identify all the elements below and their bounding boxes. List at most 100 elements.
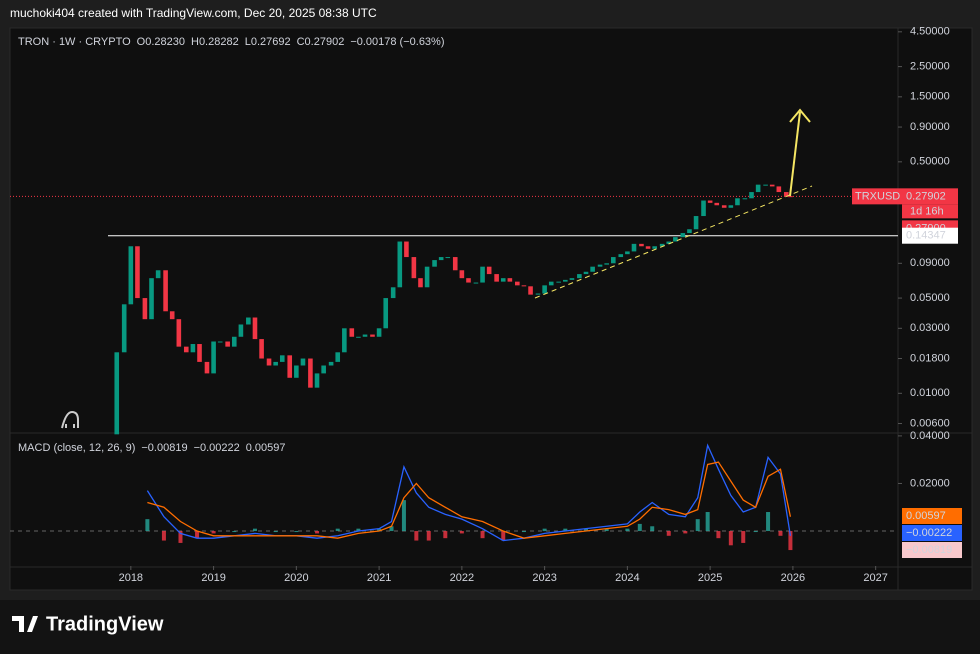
candle bbox=[693, 216, 699, 230]
candle bbox=[314, 373, 320, 388]
candle bbox=[342, 328, 347, 353]
candle bbox=[569, 278, 575, 280]
histogram-bar bbox=[294, 531, 299, 533]
trendline bbox=[534, 185, 813, 299]
histogram-bar bbox=[389, 526, 394, 532]
ohlc-label: H bbox=[191, 36, 199, 48]
x-tick-label: 2024 bbox=[615, 572, 639, 584]
candle bbox=[266, 358, 272, 366]
histogram-bar bbox=[377, 528, 382, 532]
candle bbox=[639, 243, 644, 247]
macd-title: MACD (close, 12, 26, 9) bbox=[18, 442, 135, 454]
candle bbox=[542, 285, 547, 294]
histogram-bar bbox=[252, 528, 257, 532]
candle bbox=[197, 344, 202, 362]
y-tick-label: 2.50000 bbox=[910, 61, 950, 73]
ohlc-value: 0.27902 bbox=[305, 36, 345, 48]
candle bbox=[604, 263, 609, 265]
candle bbox=[190, 344, 196, 353]
x-tick-label: 2022 bbox=[450, 572, 474, 584]
candle bbox=[273, 361, 278, 366]
candle bbox=[362, 334, 368, 337]
histogram-bar bbox=[315, 531, 320, 534]
logo bbox=[12, 616, 38, 632]
candle bbox=[135, 246, 140, 299]
candle bbox=[714, 202, 720, 206]
histogram-bar bbox=[426, 531, 431, 541]
macd-legend-value: −0.00222 bbox=[194, 442, 240, 454]
candle bbox=[383, 298, 389, 329]
histogram-bar bbox=[650, 526, 655, 532]
histogram-bar bbox=[741, 531, 746, 543]
x-tick-label: 2018 bbox=[119, 572, 143, 584]
histogram-bar bbox=[273, 531, 278, 533]
histogram-bar bbox=[788, 531, 793, 551]
histogram-bar bbox=[604, 528, 609, 532]
candle bbox=[652, 246, 657, 249]
plot: 4.50000 2.50000 1.50000 0.90000 0.50000 0.090… bbox=[10, 26, 962, 584]
price-badge bbox=[902, 525, 962, 541]
dino-icon bbox=[61, 410, 79, 429]
histogram-bar bbox=[480, 531, 485, 539]
candle bbox=[114, 352, 120, 435]
candle bbox=[424, 266, 430, 288]
candle bbox=[155, 270, 161, 279]
candle bbox=[645, 246, 651, 249]
legend: TRON · 1W · CRYPTO O 0.28230 H 0.28282 L 0.276… bbox=[18, 36, 445, 454]
y-tick-label: 0.05000 bbox=[910, 292, 950, 304]
ohlc-label: O bbox=[137, 36, 146, 48]
candle bbox=[397, 241, 403, 288]
candle bbox=[563, 279, 568, 282]
countdown-text: 1d 16h bbox=[910, 205, 944, 217]
ohlc-value: 0.27692 bbox=[251, 36, 291, 48]
histogram-bar bbox=[728, 531, 733, 546]
candle bbox=[735, 198, 740, 206]
y-tick-label: 0.03000 bbox=[910, 322, 950, 334]
candle bbox=[590, 266, 595, 272]
candle bbox=[335, 352, 341, 362]
histogram-bar bbox=[195, 531, 200, 539]
candle bbox=[535, 293, 541, 295]
candle bbox=[528, 286, 533, 295]
header: muchoki404 created with TradingView.com,… bbox=[10, 6, 377, 20]
candle bbox=[294, 365, 299, 378]
candle bbox=[121, 304, 127, 353]
candle bbox=[217, 341, 223, 343]
macd-line bbox=[146, 443, 792, 542]
candle bbox=[246, 317, 251, 325]
candle bbox=[666, 241, 672, 244]
candle bbox=[625, 251, 630, 255]
candle bbox=[279, 355, 285, 362]
candle bbox=[328, 361, 334, 366]
candle bbox=[680, 233, 686, 238]
histogram-bar bbox=[501, 531, 506, 541]
candle bbox=[252, 317, 258, 340]
candle bbox=[225, 341, 230, 347]
candle bbox=[769, 184, 775, 187]
price-badge-text: 0.14347 bbox=[906, 230, 946, 242]
macd-line bbox=[147, 461, 792, 539]
candle bbox=[149, 278, 154, 320]
candle bbox=[521, 285, 527, 287]
y-tick-label: 4.50000 bbox=[910, 26, 950, 38]
candle bbox=[390, 287, 396, 299]
histogram-bar bbox=[584, 528, 588, 532]
candle bbox=[687, 229, 692, 234]
candle bbox=[494, 274, 499, 282]
candle bbox=[404, 241, 409, 258]
candle bbox=[438, 257, 444, 261]
x-tick-label: 2021 bbox=[367, 572, 391, 584]
y-tick-label: 1.50000 bbox=[910, 91, 950, 103]
candle bbox=[515, 281, 520, 286]
y-tick-label: 0.50000 bbox=[910, 156, 950, 168]
candle bbox=[673, 237, 678, 242]
price-badge bbox=[902, 542, 962, 558]
y-tick-label: 0.01800 bbox=[910, 352, 950, 364]
candle bbox=[163, 270, 168, 312]
histogram-bar bbox=[542, 528, 547, 532]
histogram-bar bbox=[625, 528, 630, 532]
change: −0.00178 (−0.63%) bbox=[350, 36, 444, 48]
histogram-bar bbox=[521, 531, 526, 533]
candle bbox=[452, 257, 458, 271]
